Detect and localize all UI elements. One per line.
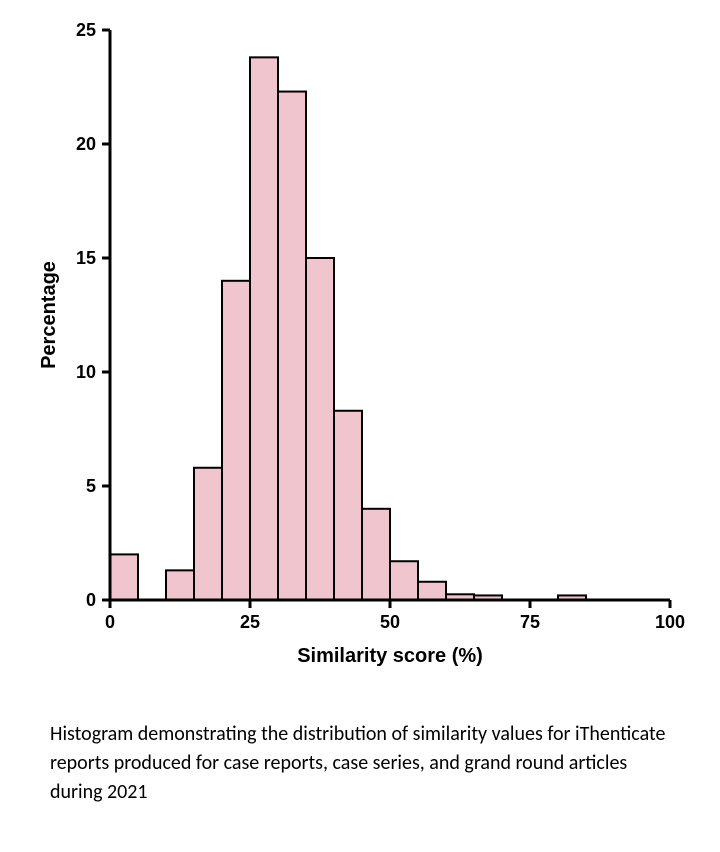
y-tick-label: 0	[86, 590, 96, 610]
histogram-bar	[166, 570, 194, 600]
x-tick-label: 25	[240, 612, 260, 632]
x-tick-label: 100	[655, 612, 685, 632]
histogram-bar	[110, 554, 138, 600]
y-tick-label: 20	[76, 134, 96, 154]
histogram-bar	[362, 509, 390, 600]
chart-caption: Histogram demonstrating the distribution…	[50, 720, 670, 807]
y-tick-label: 15	[76, 248, 96, 268]
histogram-bar	[194, 468, 222, 600]
y-tick-label: 10	[76, 362, 96, 382]
histogram-bar	[418, 582, 446, 600]
histogram-bar	[390, 561, 418, 600]
y-tick-label: 5	[86, 476, 96, 496]
y-tick-label: 25	[76, 20, 96, 40]
x-axis-label: Similarity score (%)	[297, 645, 483, 667]
histogram-bar	[278, 92, 306, 600]
histogram-bar	[306, 258, 334, 600]
histogram-bar	[222, 281, 250, 600]
histogram-bar	[334, 411, 362, 600]
y-axis-label: Percentage	[38, 261, 60, 369]
x-tick-label: 50	[380, 612, 400, 632]
histogram-bar	[250, 57, 278, 600]
x-tick-label: 0	[105, 612, 115, 632]
x-tick-label: 75	[520, 612, 540, 632]
histogram-chart: 0 5 10 15 20 25 0 25 50 75 100 Similarity score (%)…	[35, 20, 685, 680]
